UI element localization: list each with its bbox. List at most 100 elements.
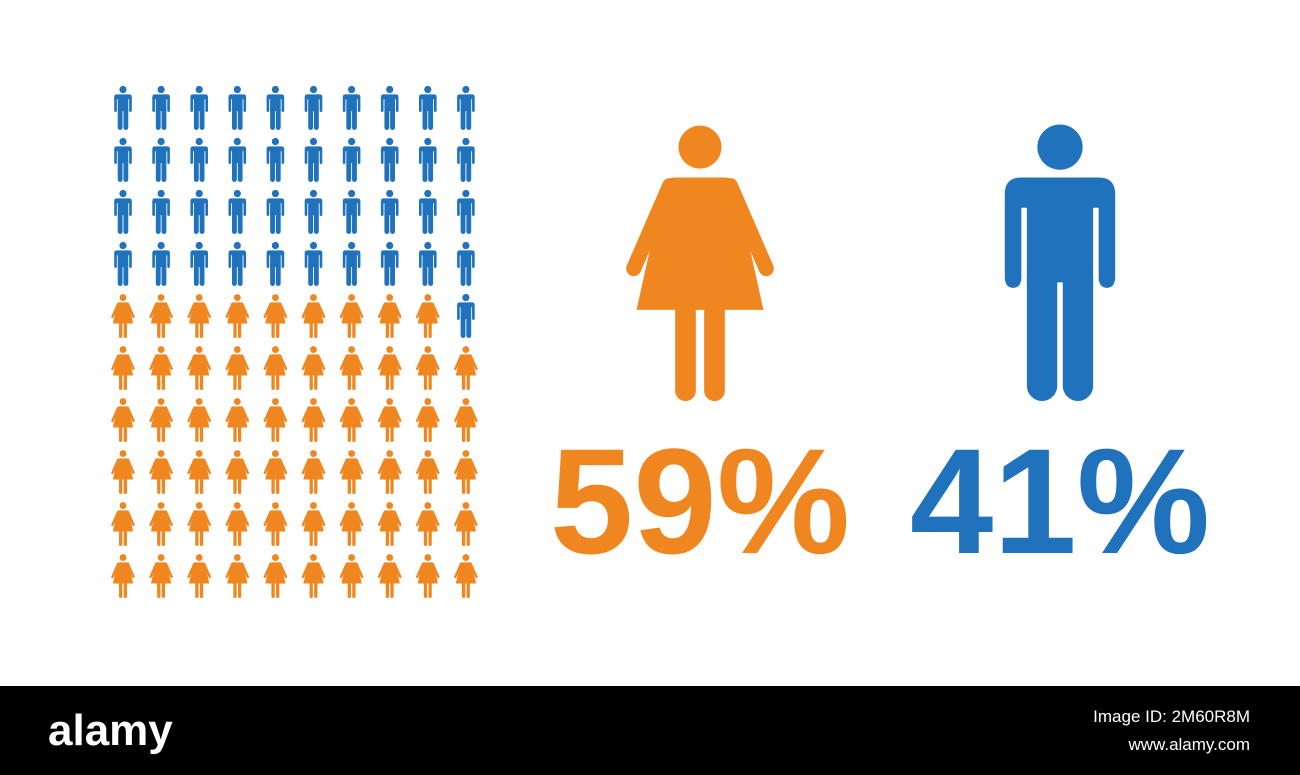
leg [466, 160, 472, 182]
leg [422, 108, 428, 130]
head [195, 85, 203, 94]
head [157, 502, 165, 509]
leg [275, 160, 281, 182]
head [310, 502, 317, 509]
leg [352, 264, 357, 286]
woman-icon [225, 450, 250, 494]
head [195, 137, 203, 146]
man-icon [419, 189, 437, 234]
leg [271, 425, 275, 442]
torso [342, 146, 361, 164]
dress [189, 562, 210, 584]
leg [428, 529, 432, 546]
leg [117, 212, 123, 234]
man-icon [152, 137, 170, 182]
leg [466, 212, 472, 234]
dress [189, 302, 210, 324]
arms [454, 354, 478, 371]
head [271, 137, 280, 146]
dress [112, 562, 134, 584]
leg [460, 316, 466, 338]
woman-icon [149, 294, 173, 338]
leg [314, 373, 318, 390]
woman-icon [301, 294, 326, 338]
leg [237, 108, 243, 130]
woman-icon [339, 398, 364, 442]
woman-icon [339, 450, 364, 494]
head [195, 502, 203, 509]
leg [352, 373, 356, 390]
dress [265, 302, 286, 324]
leg [123, 108, 129, 130]
head [195, 189, 203, 198]
arms [454, 458, 478, 475]
leg [270, 108, 275, 130]
dress [112, 510, 134, 532]
arms [416, 562, 440, 579]
leg [123, 477, 127, 494]
leg [199, 581, 204, 598]
leg [161, 581, 166, 598]
arms [187, 458, 211, 475]
head [271, 241, 280, 250]
leg [314, 477, 318, 494]
url: www.alamy.com [1127, 735, 1250, 754]
man-icon [342, 85, 361, 130]
torso [152, 94, 170, 112]
torso [342, 198, 361, 216]
man-icon [190, 137, 208, 182]
leg [276, 529, 280, 546]
leg [233, 477, 237, 494]
dress [303, 406, 324, 428]
head [386, 554, 394, 561]
leg [309, 425, 313, 442]
arms [149, 562, 173, 579]
torso [190, 198, 208, 216]
arms [225, 354, 250, 371]
man-icon [419, 137, 437, 182]
torso [152, 250, 170, 268]
head [386, 346, 394, 353]
arms [416, 302, 440, 319]
leg [195, 477, 199, 494]
torso [152, 146, 170, 164]
arms [339, 354, 364, 371]
leg [466, 581, 470, 598]
leg [422, 160, 428, 182]
leg [232, 160, 237, 182]
leg [466, 108, 472, 130]
leg [461, 529, 466, 546]
woman-icon [149, 346, 173, 390]
arms [111, 406, 135, 423]
arms [225, 562, 250, 579]
head [386, 502, 394, 509]
arms [377, 302, 402, 319]
leg [390, 529, 394, 546]
leg [199, 529, 204, 546]
torso [304, 94, 323, 112]
leg [309, 581, 313, 598]
head [386, 85, 394, 94]
leg [461, 373, 466, 390]
leg [460, 160, 466, 182]
head [233, 189, 241, 198]
head [271, 554, 279, 561]
head [233, 85, 241, 94]
arms [454, 510, 478, 527]
arms [416, 510, 440, 527]
leg [195, 425, 199, 442]
leg [195, 321, 199, 338]
arms [111, 302, 135, 319]
torso [342, 94, 361, 112]
leg [276, 321, 280, 338]
leg [385, 321, 390, 338]
dress [150, 458, 172, 480]
dress [379, 510, 400, 532]
leg [233, 321, 237, 338]
dress [303, 458, 324, 480]
head [309, 241, 318, 250]
leg [199, 425, 204, 442]
leg [271, 529, 275, 546]
leg [157, 373, 161, 390]
leg [384, 264, 390, 286]
